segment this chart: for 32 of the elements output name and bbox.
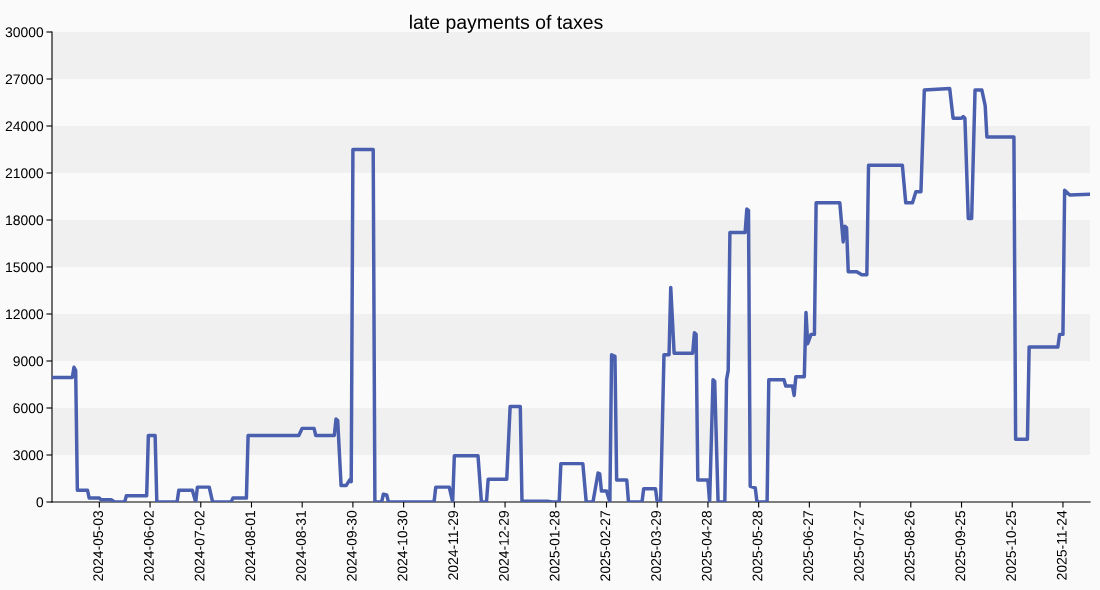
x-tick-label: 2025-03-29 [651,510,661,581]
y-tick-label: 3000 [13,450,44,461]
x-tick-label: 2024-11-29 [448,510,459,580]
x-tick-label: 2025-04-28 [701,510,712,581]
y-tick-label: 18000 [6,215,44,226]
y-tick-label: 21000 [5,168,44,179]
y-tick-label: 24000 [5,121,44,132]
x-tick-label: 2025-09-25 [955,510,966,581]
x-tick-label: 2025-11-24 [1056,510,1067,580]
x-tick-label: 2025-02-27 [600,511,611,581]
x-tick-label: 2025-10-25 [1006,510,1016,581]
x-tick-label: 2024-06-02 [143,511,154,581]
chart-title: late payments of taxes [410,14,603,33]
x-tick-label: 2024-05-03 [93,510,104,581]
x-tick-label: 2024-07-02 [194,511,205,581]
y-tick-label: 12000 [6,309,44,320]
y-tick-label: 9000 [13,356,44,367]
x-tick-label: 2024-08-01 [245,511,256,581]
y-tick-label: 15000 [6,262,44,273]
y-tick-label: 0 [36,497,44,508]
x-tick-label: 2025-07-27 [853,511,864,581]
x-tick-label: 2024-08-31 [296,511,306,581]
x-tick-label: 2024-09-30 [346,510,357,581]
y-tick-label: 30000 [5,27,44,38]
x-tick-label: 2024-12-29 [498,510,509,581]
x-tick-label: 2025-01-28 [549,510,560,581]
x-tick-label: 2025-06-27 [803,511,814,581]
x-tick-label: 2024-10-30 [397,510,408,581]
y-tick-label: 27000 [5,74,44,85]
x-tick-label: 2025-05-28 [752,510,763,581]
y-tick-label: 6000 [13,403,44,414]
x-tick-label: 2025-08-26 [904,510,915,581]
